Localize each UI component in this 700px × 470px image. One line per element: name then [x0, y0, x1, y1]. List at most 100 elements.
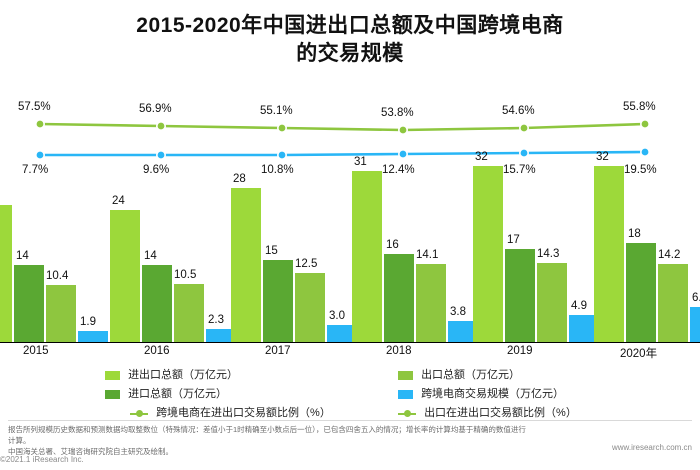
legend-label-export-ratio: 出口在进出口交易额比例（%）	[424, 407, 577, 419]
export-ratio-point	[156, 120, 167, 131]
bar-export-2017[interactable]	[295, 273, 325, 342]
legend-swatch-crossborder-icon	[398, 389, 413, 399]
export-ratio-line	[39, 122, 646, 132]
cross-border-ratio-point	[156, 149, 167, 160]
bar-import-2020[interactable]	[626, 243, 656, 342]
legend-swatch-import-icon	[105, 389, 120, 399]
bar-import-label-2015: 14	[16, 250, 29, 262]
x-tick-2016: 2016	[144, 345, 170, 357]
bar-export-2016[interactable]	[174, 284, 204, 342]
bar-total-2018[interactable]	[352, 171, 382, 342]
bar-export-label-2015: 10.4	[46, 270, 69, 282]
legend-item-crossborder-ratio[interactable]: 跨境电商在进出口交易额比例（%）	[130, 404, 331, 420]
bar-export-2015[interactable]	[46, 285, 76, 342]
bar-crossborder-2016[interactable]	[206, 329, 236, 342]
export-ratio-point	[518, 122, 529, 133]
cross-border-ratio-label: 12.4%	[382, 164, 415, 176]
bar-export-label-2016: 10.5	[174, 269, 197, 281]
export-ratio-label: 55.1%	[260, 105, 293, 117]
bar-group-2015: 25 14 10.4 1.9	[0, 92, 108, 342]
bar-crossborder-label-2018: 3.8	[450, 306, 466, 318]
bar-total-2019[interactable]	[473, 166, 503, 342]
bar-import-2019[interactable]	[505, 249, 535, 342]
bar-export-2019[interactable]	[537, 263, 567, 342]
bar-crossborder-2017[interactable]	[327, 325, 357, 342]
bar-export-2018[interactable]	[416, 264, 446, 342]
cross-border-ratio-label: 7.7%	[22, 164, 49, 176]
export-ratio-point	[276, 122, 287, 133]
legend-label-import: 进口总额（万亿元）	[128, 388, 228, 400]
x-axis-labels: 2015 2016 2017 2018 2019 2020年	[0, 345, 700, 361]
cross-border-ratio-point	[34, 149, 45, 160]
bar-crossborder-label-2015: 1.9	[80, 316, 96, 328]
bar-import-2017[interactable]	[263, 260, 293, 342]
legend-item-export[interactable]: 出口总额（万亿元）	[398, 366, 520, 382]
bar-import-label-2017: 15	[265, 245, 278, 257]
bar-crossborder-label-2017: 3.0	[329, 310, 345, 322]
bar-import-2015[interactable]	[14, 265, 44, 342]
bar-crossborder-2018[interactable]	[448, 321, 478, 342]
lines-svg	[34, 118, 650, 160]
bar-crossborder-label-2016: 2.3	[208, 314, 224, 326]
bar-total-2016[interactable]	[110, 210, 140, 342]
bar-group-2020: 32 18 14.2 6.3	[594, 92, 700, 342]
legend-item-import[interactable]: 进口总额（万亿元）	[105, 385, 227, 401]
x-tick-2015: 2015	[23, 345, 49, 357]
cross-border-ratio-label: 10.8%	[261, 164, 294, 176]
bar-total-label-2016: 24	[112, 195, 125, 207]
footnote-line1: 报告所列规模历史数据和预测数据均取整数位（特殊情况：差值小于1时精确至小数点后一…	[8, 425, 526, 445]
legend-label-export: 出口总额（万亿元）	[421, 369, 521, 381]
bar-crossborder-2020[interactable]	[690, 307, 700, 342]
legend-item-crossborder[interactable]: 跨境电商交易规模（万亿元）	[398, 385, 564, 401]
export-ratio-label: 53.8%	[381, 107, 414, 119]
cross-border-ratio-point	[397, 148, 408, 159]
cross-border-ratio-point	[639, 146, 650, 157]
bar-total-2017[interactable]	[231, 188, 261, 342]
legend-swatch-total-icon	[105, 370, 120, 380]
bar-export-label-2017: 12.5	[295, 258, 318, 270]
bar-crossborder-2015[interactable]	[78, 331, 108, 342]
bar-series-layer: 25 14 10.4 1.9 24 14 10.5 2.3 28 15 12.5…	[0, 92, 700, 342]
x-tick-2017: 2017	[265, 345, 291, 357]
bar-total-2015[interactable]	[0, 205, 12, 342]
bar-total-2020[interactable]	[594, 166, 624, 342]
export-ratio-label: 55.8%	[623, 101, 656, 113]
bar-export-label-2020: 14.2	[658, 249, 681, 261]
legend-label-total: 进出口总额（万亿元）	[128, 369, 239, 381]
x-tick-2019: 2019	[507, 345, 533, 357]
legend-label-crossborder-ratio: 跨境电商在进出口交易额比例（%）	[156, 407, 331, 419]
source-copyright: ©2021.1 iResearch Inc.	[0, 455, 84, 464]
bar-export-2020[interactable]	[658, 264, 688, 342]
bar-total-label-2019: 32	[475, 151, 488, 163]
x-axis-line	[0, 342, 700, 343]
bar-import-2018[interactable]	[384, 254, 414, 342]
chart-title-line2: 的交易规模	[296, 42, 404, 65]
chart-title-line1: 2015-2020年中国进出口总额及中国跨境电商	[136, 14, 564, 37]
cross-border-ratio-point	[518, 147, 529, 158]
export-ratio-point	[397, 124, 408, 135]
legend-item-export-ratio[interactable]: 出口在进出口交易额比例（%）	[398, 404, 577, 420]
legend-swatch-export-ratio-line-icon	[398, 409, 416, 418]
footer-divider	[8, 420, 692, 421]
legend-item-total[interactable]: 进出口总额（万亿元）	[105, 366, 238, 382]
bar-export-label-2019: 14.3	[537, 248, 560, 260]
footnote: 报告所列规模历史数据和预测数据均取整数位（特殊情况：差值小于1时精确至小数点后一…	[8, 424, 528, 457]
export-ratio-label: 54.6%	[502, 105, 535, 117]
cross-border-ratio-label: 15.7%	[503, 164, 536, 176]
legend-label-crossborder: 跨境电商交易规模（万亿元）	[421, 388, 565, 400]
legend-swatch-export-icon	[398, 370, 413, 380]
export-ratio-label: 56.9%	[139, 103, 172, 115]
bar-group-2019: 32 17 14.3 4.9	[473, 92, 601, 342]
chart-legend: 进出口总额（万亿元） 进口总额（万亿元） 出口总额（万亿元） 跨境电商交易规模（…	[0, 366, 700, 428]
cross-border-ratio-label: 19.5%	[624, 164, 657, 176]
bar-import-label-2016: 14	[144, 250, 157, 262]
chart-title: 2015-2020年中国进出口总额及中国跨境电商 的交易规模	[0, 12, 700, 68]
bar-import-label-2019: 17	[507, 234, 520, 246]
export-ratio-point	[639, 118, 650, 129]
export-ratio-label: 57.5%	[18, 101, 51, 113]
cross-border-ratio-label: 9.6%	[143, 164, 170, 176]
bar-export-label-2018: 14.1	[416, 249, 439, 261]
bar-import-label-2020: 18	[628, 228, 641, 240]
bar-import-2016[interactable]	[142, 265, 172, 342]
legend-swatch-crossborder-ratio-line-icon	[130, 409, 148, 418]
